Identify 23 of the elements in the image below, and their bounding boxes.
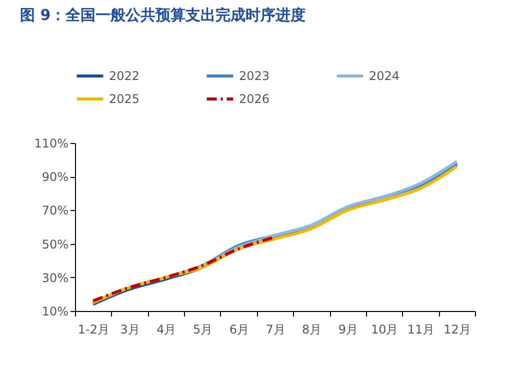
x-tick-label: 6月 [229, 322, 249, 336]
y-tick-label: 70% [42, 204, 68, 218]
y-tick-label: 110% [34, 136, 68, 150]
legend-label: 2023 [239, 69, 270, 83]
y-tick-label: 50% [42, 237, 68, 252]
x-tick-label: 9月 [338, 322, 358, 336]
legend-label: 2026 [239, 92, 270, 106]
y-tick-label: 30% [42, 270, 68, 285]
legend-label: 2025 [109, 92, 140, 106]
x-tick-label: 7月 [266, 322, 286, 336]
chart-title: 图 9：全国一般公共预算支出完成时序进度 [20, 6, 306, 24]
x-tick-label: 10月 [370, 322, 398, 336]
x-tick-label: 12月 [444, 322, 471, 336]
x-tick-label: 4月 [156, 322, 176, 336]
x-tick-label: 5月 [192, 322, 213, 336]
legend-label: 2022 [109, 69, 140, 83]
x-tick-label: 3月 [120, 322, 140, 336]
x-tick-label: 1-2月 [78, 322, 110, 336]
y-tick-label: 90% [42, 170, 68, 184]
legend-label: 2024 [369, 69, 400, 83]
x-tick-label: 11月 [407, 322, 435, 336]
y-tick-label: 10% [42, 304, 68, 318]
x-tick-label: 8月 [302, 322, 322, 336]
